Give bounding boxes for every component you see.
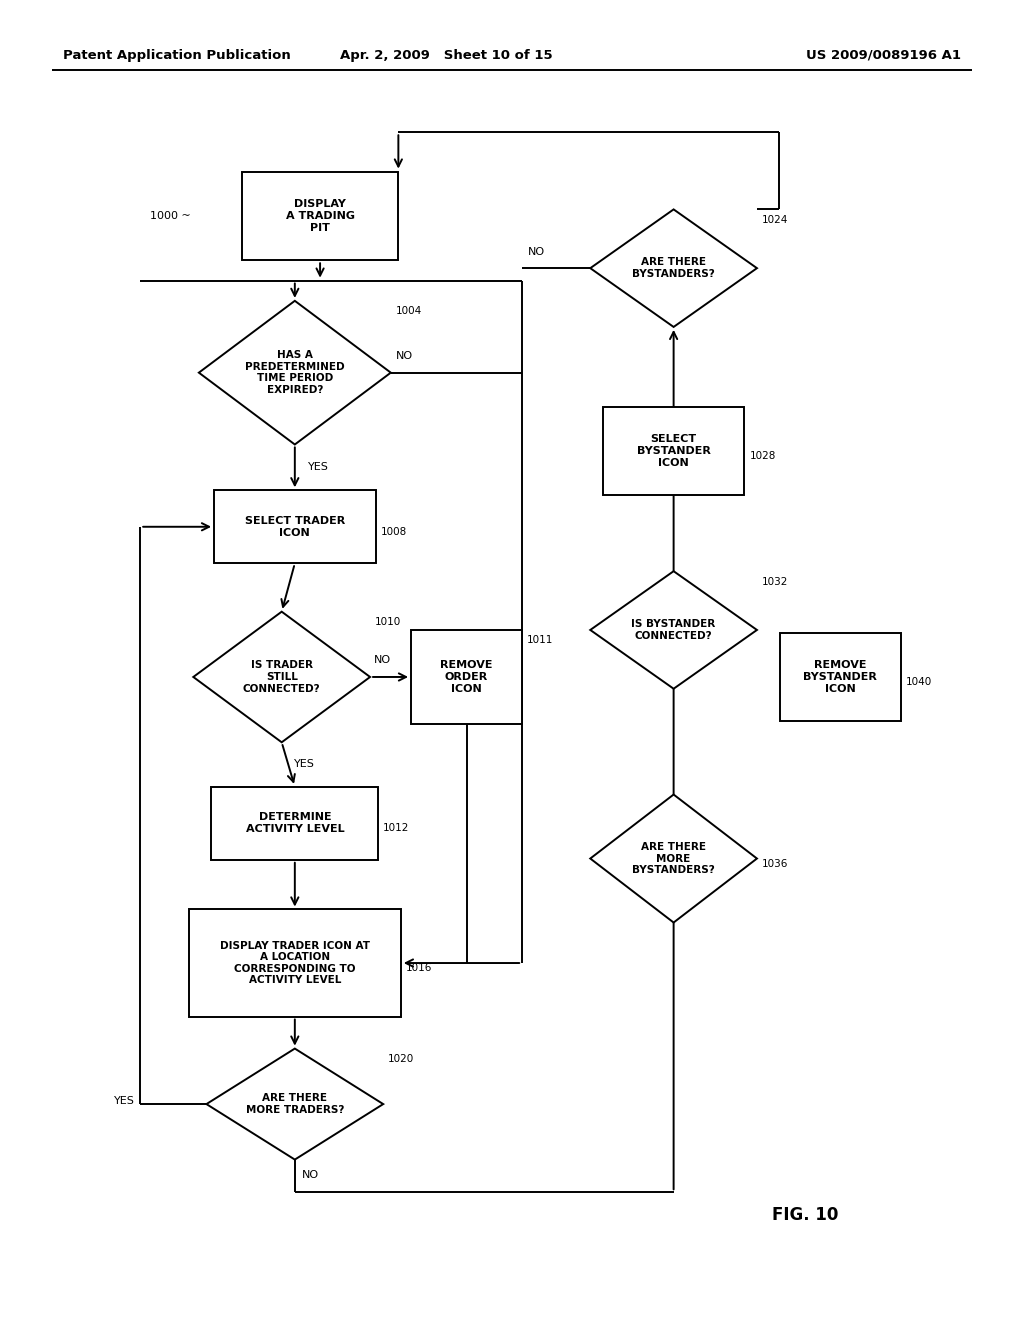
Text: NO: NO: [396, 351, 413, 360]
FancyBboxPatch shape: [603, 407, 744, 495]
Text: 1028: 1028: [750, 451, 776, 461]
Text: 1008: 1008: [381, 527, 407, 537]
Text: YES: YES: [115, 1097, 135, 1106]
Text: 1020: 1020: [388, 1053, 415, 1064]
Polygon shape: [194, 611, 370, 742]
Text: IS BYSTANDER
CONNECTED?: IS BYSTANDER CONNECTED?: [632, 619, 716, 640]
Text: 1000 ~: 1000 ~: [151, 211, 190, 220]
Text: REMOVE
BYSTANDER
ICON: REMOVE BYSTANDER ICON: [804, 660, 878, 693]
FancyBboxPatch shape: [214, 490, 376, 564]
FancyBboxPatch shape: [411, 630, 522, 723]
Text: NO: NO: [302, 1171, 319, 1180]
Text: 1040: 1040: [906, 677, 932, 688]
Text: ARE THERE
BYSTANDERS?: ARE THERE BYSTANDERS?: [632, 257, 715, 279]
FancyBboxPatch shape: [212, 787, 378, 859]
Text: 1011: 1011: [527, 635, 554, 645]
Text: REMOVE
ORDER
ICON: REMOVE ORDER ICON: [440, 660, 493, 693]
Text: YES: YES: [294, 759, 314, 770]
FancyBboxPatch shape: [188, 909, 400, 1016]
Polygon shape: [590, 210, 757, 327]
Text: 1010: 1010: [375, 618, 401, 627]
Polygon shape: [590, 572, 757, 689]
Text: SELECT
BYSTANDER
ICON: SELECT BYSTANDER ICON: [637, 434, 711, 467]
Text: DETERMINE
ACTIVITY LEVEL: DETERMINE ACTIVITY LEVEL: [246, 813, 344, 834]
FancyBboxPatch shape: [779, 632, 901, 722]
Text: HAS A
PREDETERMINED
TIME PERIOD
EXPIRED?: HAS A PREDETERMINED TIME PERIOD EXPIRED?: [245, 350, 345, 395]
Text: Patent Application Publication: Patent Application Publication: [62, 49, 290, 62]
Text: SELECT TRADER
ICON: SELECT TRADER ICON: [245, 516, 345, 537]
Polygon shape: [590, 795, 757, 923]
Text: DISPLAY
A TRADING
PIT: DISPLAY A TRADING PIT: [286, 199, 354, 232]
Text: DISPLAY TRADER ICON AT
A LOCATION
CORRESPONDING TO
ACTIVITY LEVEL: DISPLAY TRADER ICON AT A LOCATION CORRES…: [220, 941, 370, 986]
Text: 1036: 1036: [762, 859, 788, 869]
Polygon shape: [207, 1048, 383, 1159]
Text: ARE THERE
MORE TRADERS?: ARE THERE MORE TRADERS?: [246, 1093, 344, 1115]
Text: 1012: 1012: [383, 824, 410, 833]
Text: NO: NO: [528, 247, 546, 257]
Text: Apr. 2, 2009   Sheet 10 of 15: Apr. 2, 2009 Sheet 10 of 15: [340, 49, 553, 62]
Text: 1004: 1004: [396, 306, 422, 317]
Text: 1016: 1016: [406, 964, 432, 973]
Text: IS TRADER
STILL
CONNECTED?: IS TRADER STILL CONNECTED?: [243, 660, 321, 693]
Text: US 2009/0089196 A1: US 2009/0089196 A1: [807, 49, 962, 62]
Text: 1024: 1024: [762, 215, 788, 224]
Text: ARE THERE
MORE
BYSTANDERS?: ARE THERE MORE BYSTANDERS?: [632, 842, 715, 875]
FancyBboxPatch shape: [242, 172, 398, 260]
Text: FIG. 10: FIG. 10: [772, 1206, 838, 1224]
Text: YES: YES: [308, 462, 329, 473]
Text: NO: NO: [374, 655, 391, 665]
Text: 1032: 1032: [762, 577, 788, 586]
Polygon shape: [199, 301, 391, 445]
